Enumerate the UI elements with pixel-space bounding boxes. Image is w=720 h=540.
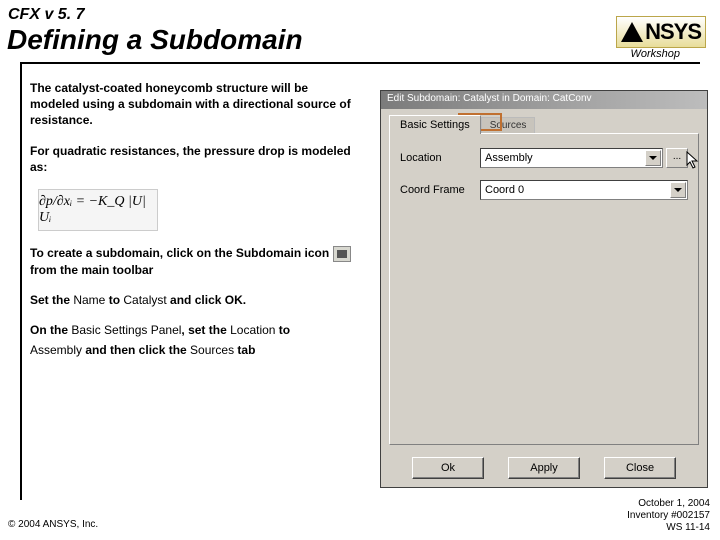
version-label: CFX v 5. 7 (8, 6, 84, 24)
footer-copyright: © 2004 ANSYS, Inc. (8, 519, 98, 530)
page-title: Defining a Subdomain (7, 24, 303, 56)
basic-settings-panel: Location Assembly ... Coord Frame Coord … (389, 133, 699, 445)
paragraph-4: Set the Name to Catalyst and click OK. (30, 292, 360, 308)
paragraph-3: To create a subdomain, click on the Subd… (30, 245, 360, 278)
body-content: The catalyst-coated honeycomb structure … (30, 80, 360, 373)
footer-ws: WS 11-14 (627, 522, 710, 534)
paragraph-6: Assembly and then click the Sources tab (30, 342, 360, 358)
chevron-down-icon[interactable] (670, 182, 686, 198)
dialog-titlebar[interactable]: Edit Subdomain: Catalyst in Domain: CatC… (381, 91, 707, 109)
chevron-down-icon[interactable] (645, 150, 661, 166)
paragraph-1: The catalyst-coated honeycomb structure … (30, 80, 360, 129)
title-divider (20, 62, 700, 64)
apply-button[interactable]: Apply (508, 457, 580, 479)
footer-inventory: Inventory #002157 (627, 510, 710, 522)
coord-frame-value: Coord 0 (485, 184, 524, 196)
logo-text: NSYS (645, 19, 701, 45)
paragraph-5: On the Basic Settings Panel, set the Loc… (30, 322, 360, 338)
dialog-body: Basic Settings Sources Location Assembly… (381, 109, 707, 487)
dialog-button-row: Ok Apply Close (381, 457, 707, 479)
coord-frame-label: Coord Frame (400, 184, 480, 196)
close-button[interactable]: Close (604, 457, 676, 479)
coord-frame-row: Coord Frame Coord 0 (400, 180, 688, 200)
left-rule (20, 64, 22, 500)
location-browse-button[interactable]: ... (666, 148, 688, 168)
workshop-label: Workshop (630, 48, 680, 60)
paragraph-2: For quadratic resistances, the pressure … (30, 143, 360, 175)
ansys-logo: NSYS (616, 16, 706, 48)
subdomain-toolbar-icon (333, 246, 351, 262)
pressure-drop-formula: ∂p/∂xᵢ = −K_Q |U| Uᵢ (38, 189, 158, 231)
tab-strip: Basic Settings Sources (389, 115, 535, 134)
tab-basic-settings[interactable]: Basic Settings (389, 115, 481, 134)
coord-frame-select[interactable]: Coord 0 (480, 180, 688, 200)
location-label: Location (400, 152, 480, 164)
footer-date: October 1, 2004 (627, 498, 710, 510)
footer-meta: October 1, 2004 Inventory #002157 WS 11-… (627, 498, 710, 534)
location-row: Location Assembly ... (400, 148, 688, 168)
edit-subdomain-dialog: Edit Subdomain: Catalyst in Domain: CatC… (380, 90, 708, 488)
location-select[interactable]: Assembly (480, 148, 663, 168)
ok-button[interactable]: Ok (412, 457, 484, 479)
logo-triangle-icon (621, 22, 643, 42)
location-value: Assembly (485, 152, 533, 164)
